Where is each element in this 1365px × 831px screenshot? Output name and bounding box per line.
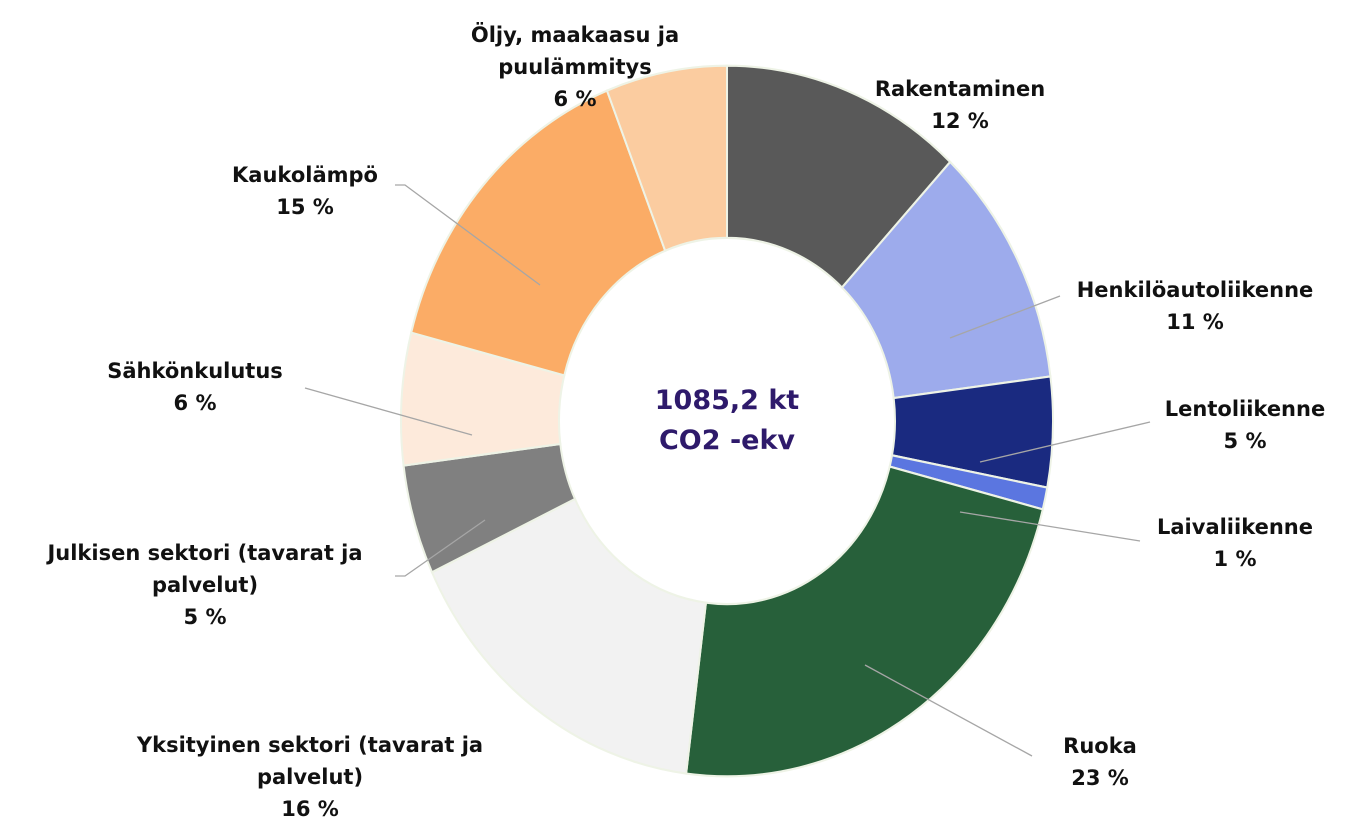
category-label: Ruoka bbox=[1063, 734, 1137, 758]
value-label: 12 % bbox=[931, 109, 989, 133]
value-label: 5 % bbox=[183, 605, 227, 629]
value-label: 23 % bbox=[1071, 766, 1129, 790]
slice-label: Ruoka 23 % bbox=[1000, 730, 1200, 794]
slice-label: Julkisen sektori (tavarat ja palvelut) 5 … bbox=[10, 537, 400, 633]
value-label: 5 % bbox=[1223, 429, 1267, 453]
slice-label: Lentoliikenne 5 % bbox=[1135, 393, 1355, 457]
slice-label: Sähkönkulutus 6 % bbox=[65, 355, 325, 419]
category-label: Kaukolämpö bbox=[232, 163, 378, 187]
category-label: Julkisen sektori (tavarat ja palvelut) bbox=[47, 541, 363, 597]
center-label: 1085,2 kt CO2 -ekv bbox=[654, 385, 800, 456]
slice-label: Yksityinen sektori (tavarat ja palvelut)… bbox=[120, 729, 500, 825]
slice bbox=[410, 89, 667, 377]
slice-label: Öljy, maakaasu ja puulämmitys 6 % bbox=[440, 19, 710, 115]
slice-label: Henkilöautoliikenne 11 % bbox=[1045, 274, 1345, 338]
category-label: Sähkönkulutus bbox=[107, 359, 283, 383]
value-label: 15 % bbox=[276, 195, 334, 219]
leader-line bbox=[864, 664, 1033, 757]
slice bbox=[605, 64, 728, 253]
category-label: Henkilöautoliikenne bbox=[1076, 278, 1314, 302]
category-label: Rakentaminen bbox=[874, 77, 1046, 101]
category-label: Laivaliikenne bbox=[1157, 515, 1313, 539]
category-label: Yksityinen sektori (tavarat ja palvelut) bbox=[136, 733, 484, 789]
value-label: 6 % bbox=[173, 391, 217, 415]
slice bbox=[685, 465, 1044, 778]
leader-line bbox=[959, 511, 1141, 542]
donut bbox=[400, 64, 1054, 778]
leader-line bbox=[395, 184, 541, 286]
value-label: 16 % bbox=[281, 797, 339, 821]
category-label: Öljy, maakaasu ja puulämmitys bbox=[470, 23, 680, 79]
value-label: 6 % bbox=[553, 87, 597, 111]
category-label: Lentoliikenne bbox=[1164, 397, 1326, 421]
slice bbox=[726, 64, 952, 290]
leader-line bbox=[304, 387, 473, 436]
slice-label: Kaukolämpö 15 % bbox=[185, 159, 425, 223]
value-label: 1 % bbox=[1213, 547, 1257, 571]
slice bbox=[840, 160, 1052, 400]
value-label: 11 % bbox=[1166, 310, 1224, 334]
leader-line bbox=[949, 295, 1061, 339]
leader-line bbox=[395, 519, 486, 577]
slice-label: Laivaliikenne 1 % bbox=[1125, 511, 1345, 575]
slice bbox=[430, 497, 708, 775]
slice-label: Rakentaminen 12 % bbox=[810, 73, 1110, 137]
leader-line bbox=[979, 421, 1151, 463]
